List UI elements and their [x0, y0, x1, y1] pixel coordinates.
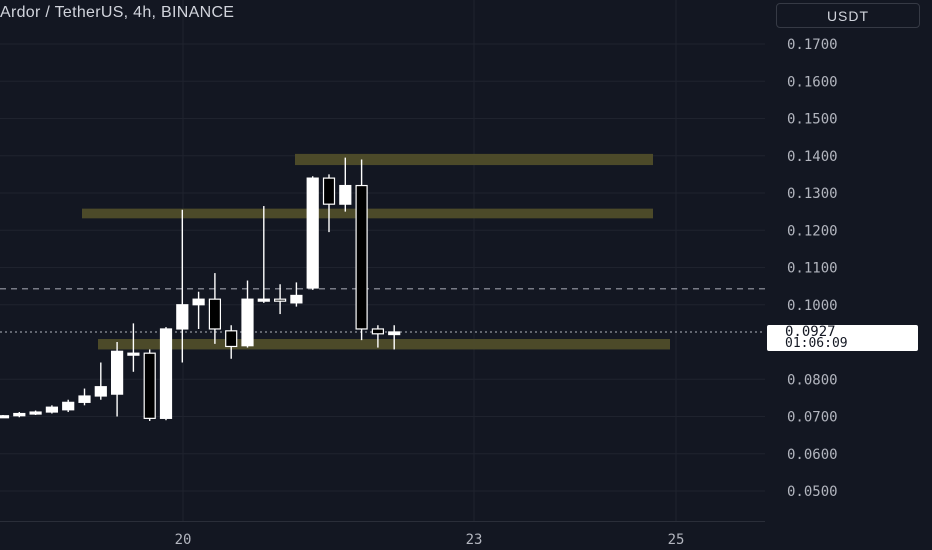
candle-body-up	[176, 304, 189, 330]
candle-body-down	[225, 330, 238, 348]
candle[interactable]	[78, 388, 91, 406]
candle-body-up	[110, 350, 124, 395]
candle-body-up	[127, 352, 140, 356]
candle[interactable]	[306, 176, 319, 290]
chart-title: Ardor / TetherUS, 4h, BINANCE	[0, 4, 235, 21]
y-tick-label: 0.1200	[787, 223, 838, 239]
price-zone	[98, 339, 670, 350]
candle[interactable]	[208, 273, 221, 344]
candle[interactable]	[29, 410, 42, 416]
candle-body-up	[62, 401, 75, 411]
y-tick-label: 0.1100	[787, 261, 838, 277]
candles[interactable]	[0, 157, 401, 421]
candle[interactable]	[225, 325, 238, 359]
grid	[0, 0, 765, 522]
candle[interactable]	[290, 282, 303, 307]
y-tick-label: 0.0500	[787, 484, 838, 500]
candle[interactable]	[274, 284, 287, 315]
candle-body-up	[257, 298, 270, 302]
candle-body-up	[192, 298, 205, 306]
candle[interactable]	[241, 280, 254, 348]
y-tick-label: 0.1500	[787, 112, 838, 128]
y-tick-label: 0.0600	[787, 447, 838, 463]
y-tick-label: 0.1600	[787, 74, 838, 90]
candle-body-up	[339, 184, 352, 205]
candle-body-down	[322, 177, 336, 205]
candle-body-up	[13, 412, 26, 417]
price-zone	[295, 153, 653, 166]
candle-body-up	[388, 331, 401, 336]
candle-body-up	[241, 298, 254, 347]
y-tick-label: 0.1400	[787, 149, 838, 165]
candle-body-up	[159, 328, 173, 419]
y-tick-label: 0.1700	[787, 37, 838, 53]
candle[interactable]	[110, 342, 124, 417]
candle[interactable]	[94, 362, 107, 400]
candle[interactable]	[339, 157, 352, 212]
time-axis[interactable]: 20 23 25	[175, 532, 685, 548]
candle-body-up	[29, 411, 42, 415]
candle[interactable]	[127, 323, 140, 372]
candle-body-up	[0, 415, 10, 419]
candle-body-down	[355, 184, 368, 330]
candle-body-up	[45, 406, 59, 413]
candle-body-up	[290, 294, 303, 304]
candle-body-up	[94, 386, 107, 397]
y-tick-label: 0.1000	[787, 298, 838, 314]
candle-body-down	[143, 352, 156, 419]
y-tick-label: 0.1300	[787, 186, 838, 202]
candle[interactable]	[45, 405, 59, 414]
candle-body-up	[306, 177, 319, 289]
last-price-label: 0.0927 01:06:09	[767, 325, 918, 351]
candle-body-down	[274, 298, 287, 302]
candle[interactable]	[388, 325, 401, 350]
candle[interactable]	[143, 349, 156, 421]
last-price-value: 0.0927	[785, 324, 836, 340]
price-axis[interactable]: 0.1700 0.1600 0.1500 0.1400 0.1300 0.1200 0.11…	[787, 37, 838, 500]
candle-body-up	[78, 395, 91, 403]
x-tick-label: 25	[668, 532, 685, 548]
y-tick-label: 0.0700	[787, 410, 838, 426]
candle[interactable]	[159, 327, 173, 421]
candle[interactable]	[371, 325, 384, 348]
candle[interactable]	[192, 291, 205, 329]
candle[interactable]	[176, 209, 189, 363]
y-tick-label: 0.0800	[787, 372, 838, 388]
candle[interactable]	[0, 415, 10, 419]
candle[interactable]	[257, 206, 270, 303]
candle[interactable]	[355, 159, 368, 341]
x-tick-label: 23	[466, 532, 483, 548]
candle[interactable]	[13, 412, 26, 418]
candle[interactable]	[62, 399, 75, 413]
candle-body-down	[371, 328, 384, 335]
candle[interactable]	[322, 174, 336, 233]
candle-body-down	[208, 298, 221, 330]
bar-countdown: 01:06:09	[785, 336, 848, 351]
x-tick-label: 20	[175, 532, 192, 548]
currency-button[interactable]: USDT	[776, 3, 920, 28]
